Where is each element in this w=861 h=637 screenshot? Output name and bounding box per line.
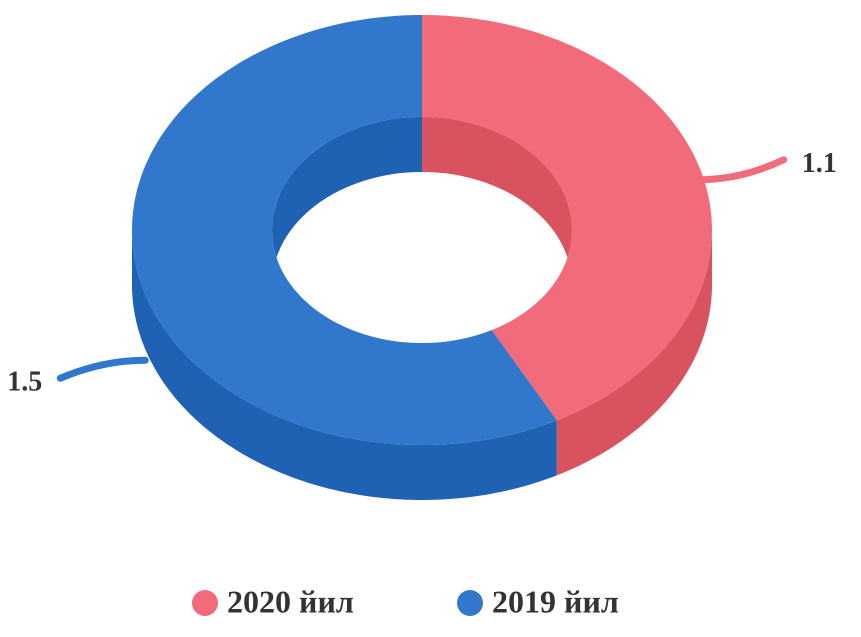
slice (132, 15, 557, 445)
slice-side (132, 230, 557, 500)
legend-label: 2020 йил (227, 583, 354, 619)
leader-line (695, 156, 788, 184)
slice (422, 15, 712, 421)
data-label: 1.1 (802, 148, 837, 179)
legend-marker (192, 590, 218, 616)
legend-marker (457, 590, 483, 616)
legend-label: 2019 йил (492, 583, 619, 619)
leader-line (56, 356, 149, 382)
data-label: 1.5 (7, 367, 42, 398)
slice-side (556, 230, 712, 476)
